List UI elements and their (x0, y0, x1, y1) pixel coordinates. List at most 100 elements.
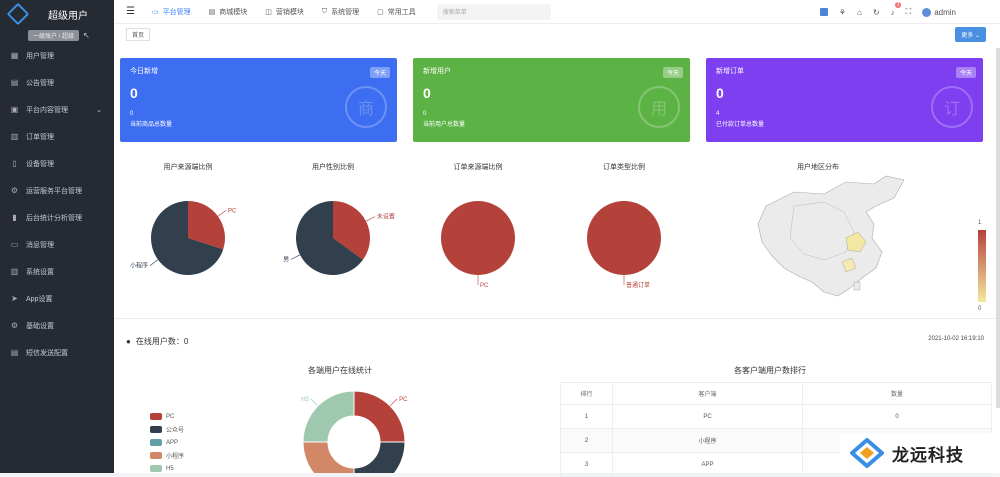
notification-badge: 3 (895, 2, 902, 8)
legend-label: 小程序 (166, 451, 184, 460)
pie-slice[interactable] (354, 442, 405, 473)
menu-toggle-icon[interactable]: ☰ (126, 6, 135, 17)
brand-logo-icon (850, 438, 884, 468)
legend-swatch (150, 452, 162, 459)
pie-label-line (291, 255, 300, 260)
topnav-marketing[interactable]: ◫营销模块 (256, 0, 313, 24)
topnav-mall[interactable]: ▤商城模块 (200, 0, 257, 24)
search-input[interactable]: 搜索菜单 (437, 4, 551, 20)
card-watermark-icon: 订 (931, 86, 973, 128)
brand-name: 龙远科技 (892, 441, 964, 466)
sidebar-item[interactable]: ▤公告管理 (0, 69, 114, 96)
sidebar-item-label: 订单管理 (26, 132, 54, 142)
card-tag: 今天 (956, 67, 976, 78)
sidebar-item[interactable]: ▣平台内容管理⌄ (0, 96, 114, 123)
sidebar-item[interactable]: ▯设备管理 (0, 150, 114, 177)
legend-label: APP (166, 440, 178, 446)
bar-icon: ▮ (10, 213, 19, 222)
sidebar-item[interactable]: ⚙运营服务平台管理 (0, 177, 114, 204)
fullscreen-icon[interactable]: ⛶ (906, 7, 912, 17)
sidebar-item-label: 系统设置 (26, 267, 54, 277)
sidebar-item-label: 用户管理 (26, 51, 54, 61)
bell-icon[interactable]: ♪3 (891, 8, 895, 17)
sidebar-item[interactable]: ➤App设置 (0, 285, 114, 312)
table-cell: PC (613, 405, 803, 429)
card-sub-label: 当前用户总数量 (423, 119, 680, 128)
chat-icon: ▭ (10, 240, 19, 249)
grid-icon: ▦ (10, 51, 19, 60)
legend-swatch (150, 439, 162, 446)
rank-header: 排行 (561, 383, 613, 405)
legend-item[interactable]: 公众号 (150, 423, 184, 436)
top-right-tools: ⚘ ⌂ ↻ ♪3 ⛶ admin (820, 0, 1000, 24)
card-sub-label: 当前商品总数量 (130, 119, 387, 128)
user-icon: ● (126, 337, 131, 346)
sidebar-item[interactable]: ▭消息管理 (0, 231, 114, 258)
role-badge[interactable]: 一级账户 / 超级 (28, 30, 79, 41)
scrollbar[interactable] (996, 48, 1000, 408)
pie-title: 订单来源端比例 (403, 162, 553, 172)
doc-icon: ▤ (10, 348, 19, 357)
sidebar-item-label: 短信发送配置 (26, 348, 68, 358)
topnav-system[interactable]: ⛉系统管理 (313, 0, 368, 24)
pie-slice[interactable] (354, 391, 405, 442)
chart-icon: ◫ (265, 8, 272, 16)
card-title: 新增用户 (423, 66, 680, 76)
sidebar-item-label: 公告管理 (26, 78, 54, 88)
logo-row: 超级用户 (0, 0, 114, 28)
sidebar-item[interactable]: ▮后台统计分析管理 (0, 204, 114, 231)
language-icon[interactable] (820, 8, 828, 16)
pie-label: PC (228, 208, 237, 214)
topnav-tools[interactable]: ▢常用工具 (368, 0, 425, 24)
legend-swatch (150, 413, 162, 420)
card-sub-label: 已付款订单总数量 (716, 119, 973, 128)
tab-home[interactable]: 首页 (126, 28, 150, 41)
rank-header: 数量 (803, 383, 992, 405)
topnav-platform[interactable]: ▭平台管理 (143, 0, 200, 24)
store-icon: ▤ (209, 8, 216, 16)
sidebar-item[interactable]: ▤ 短信发送配置 (0, 339, 114, 366)
table-cell: 2 (561, 429, 613, 453)
sidebar-item[interactable]: ▦ 用户管理 (0, 42, 114, 69)
pie-slice[interactable] (303, 442, 354, 473)
phone-icon: ▯ (10, 159, 19, 168)
share-icon[interactable]: ⚘ (839, 8, 846, 17)
monitor-icon: ▭ (152, 8, 159, 16)
pie-slice[interactable] (587, 201, 661, 275)
pie-title: 用户性别比例 (258, 162, 408, 172)
sidebar-item[interactable]: ▥订单管理 (0, 123, 114, 150)
pie-chart: 普通订单 (549, 178, 699, 298)
gear-icon: ⚙ (10, 186, 19, 195)
logo-icon (7, 3, 30, 26)
more-button[interactable]: 更多 ⌄ (955, 27, 986, 42)
legend-swatch (150, 426, 162, 433)
sidebar-item[interactable]: ⚙基础设置 (0, 312, 114, 339)
donut-chart: PC公众号小程序H5 (264, 382, 444, 473)
legend-item[interactable]: APP (150, 436, 184, 449)
home-icon[interactable]: ⌂ (857, 8, 862, 17)
pie-label: 未设置 (377, 213, 395, 221)
map-title: 用户地区分布 (743, 162, 893, 172)
user-menu[interactable]: admin (922, 8, 956, 17)
main-area: ☰ ▭平台管理 ▤商城模块 ◫营销模块 ⛉系统管理 ▢常用工具 搜索菜单 ⚘ ⌂… (114, 0, 1000, 473)
brand-watermark: 龙远科技 (840, 433, 1000, 473)
legend-label: H5 (166, 466, 174, 472)
sidebar-item[interactable]: ▥系统设置 (0, 258, 114, 285)
pie-chart: PC (403, 178, 553, 298)
legend-item[interactable]: 小程序 (150, 449, 184, 462)
map-island (854, 282, 860, 290)
pie-label: 男 (283, 256, 289, 263)
legend-item[interactable]: PC (150, 410, 184, 423)
pie-slice[interactable] (303, 391, 354, 442)
refresh-icon[interactable]: ↻ (873, 8, 880, 17)
pie-slice[interactable] (441, 201, 515, 275)
pie-label-line (218, 210, 226, 216)
sidebar-nav: ▦用户管理▤公告管理▣平台内容管理⌄▥订单管理▯设备管理⚙运营服务平台管理▮后台… (0, 42, 114, 366)
legend-item[interactable]: H5 (150, 462, 184, 475)
send-icon: ➤ (10, 294, 19, 303)
